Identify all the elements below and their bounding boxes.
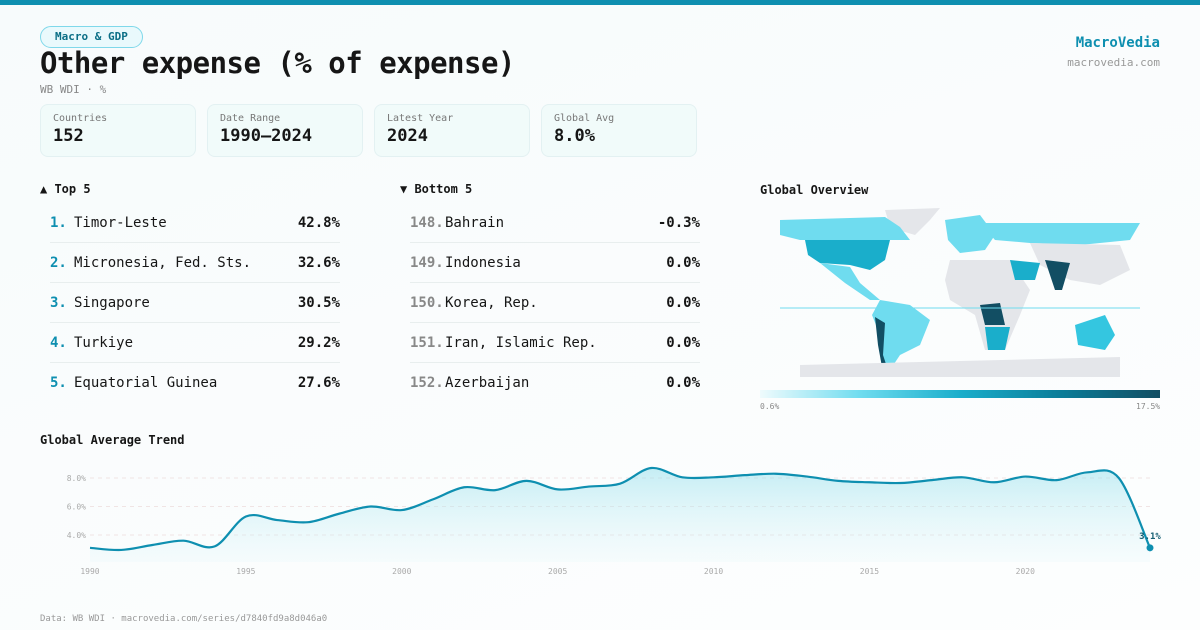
rank: 1. [50, 214, 67, 231]
value: 0.0% [666, 334, 700, 351]
map-australia[interactable] [1075, 315, 1115, 350]
country-name: Equatorial Guinea [74, 375, 218, 391]
stat-value: 2024 [387, 126, 428, 146]
map-canada[interactable] [780, 217, 910, 240]
map-middle-east[interactable] [1010, 260, 1040, 280]
legend-min: 0.6% [760, 402, 780, 411]
rank: 151. [410, 334, 444, 351]
list-item[interactable]: 151. Iran, Islamic Rep. 0.0% [410, 323, 700, 363]
country-name: Singapore [74, 294, 150, 311]
x-tick-label: 1990 [80, 567, 99, 576]
trend-line [89, 466, 1152, 552]
top5-list: 1. Timor-Leste 42.8% 2. Micronesia, Fed. Sts… [50, 203, 340, 403]
rank: 4. [50, 334, 67, 351]
map-india[interactable] [1045, 260, 1070, 290]
legend-max: 17.5% [1136, 402, 1161, 411]
value: 0.0% [666, 294, 700, 311]
world-map[interactable] [780, 205, 1140, 380]
country-name: Indonesia [445, 254, 521, 271]
stat-card-countries: Countries 152 [40, 104, 196, 157]
top-accent-bar [0, 0, 1200, 5]
value: 27.6% [297, 375, 340, 391]
map-title: Global Overview [760, 183, 869, 197]
stat-label: Countries [53, 113, 108, 124]
page-title: Other expense (% of expense) [40, 46, 515, 80]
value: -0.3% [657, 214, 700, 231]
stat-card-global-avg: Global Avg 8.0% [541, 104, 697, 157]
trend-area [90, 467, 1150, 562]
stat-label: Global Avg [554, 113, 615, 124]
brand-logo[interactable]: MacroVedia [1075, 35, 1160, 51]
x-tick-label: 2020 [1016, 567, 1035, 576]
x-tick-label: 2000 [392, 567, 411, 576]
stat-value: 1990–2024 [220, 126, 313, 146]
top5-title: ▲ Top 5 [40, 182, 91, 196]
y-tick-label: 4.0% [67, 531, 86, 540]
stat-card-latest-year: Latest Year 2024 [374, 104, 530, 157]
brand-url[interactable]: macrovedia.com [1067, 56, 1160, 69]
list-item[interactable]: 148. Bahrain -0.3% [410, 203, 700, 243]
trend-chart[interactable]: 4.0% 6.0% 8.0% 1990 1995 2000 2005 2010 2015 2020… [0, 450, 1200, 580]
map-usa[interactable] [805, 240, 890, 270]
rank: 3. [50, 294, 67, 311]
value: 32.6% [297, 254, 340, 271]
trend-title: Global Average Trend [40, 433, 185, 447]
x-tick-label: 1995 [236, 567, 255, 576]
map-europe[interactable] [945, 215, 995, 253]
value: 42.8% [297, 214, 340, 231]
stat-value: 8.0% [554, 126, 595, 146]
value: 30.5% [297, 294, 340, 311]
country-name: Timor-Leste [74, 214, 167, 231]
y-tick-label: 8.0% [67, 474, 86, 483]
country-name: Bahrain [445, 214, 505, 231]
y-tick-label: 6.0% [67, 503, 86, 512]
rank: 152. [410, 375, 444, 391]
list-item[interactable]: 150. Korea, Rep. 0.0% [410, 283, 700, 323]
stat-card-date-range: Date Range 1990–2024 [207, 104, 363, 157]
footer-source: Data: WB WDI · macrovedia.com/series/d78… [40, 614, 328, 624]
map-andes[interactable] [875, 317, 888, 370]
country-name: Turkiye [74, 334, 134, 351]
data-point[interactable] [1146, 544, 1154, 552]
country-name: Iran, Islamic Rep. [445, 334, 597, 351]
map-russia[interactable] [980, 223, 1140, 245]
list-item[interactable]: 149. Indonesia 0.0% [410, 243, 700, 283]
x-tick-label: 2015 [860, 567, 879, 576]
bottom5-list: 148. Bahrain -0.3% 149. Indonesia 0.0% 150. Kor… [410, 203, 700, 403]
bottom5-title: ▼ Bottom 5 [400, 182, 473, 196]
map-asia[interactable] [1030, 243, 1130, 285]
list-item[interactable]: 4. Turkiye 29.2% [50, 323, 340, 363]
value: 0.0% [666, 254, 700, 271]
list-item[interactable]: 2. Micronesia, Fed. Sts. 32.6% [50, 243, 340, 283]
category-badge[interactable]: Macro & GDP [40, 26, 143, 48]
country-name: Micronesia, Fed. Sts. [74, 254, 252, 271]
list-item[interactable]: 5. Equatorial Guinea 27.6% [50, 363, 340, 403]
map-mexico-central[interactable] [820, 263, 880, 300]
stat-value: 152 [53, 126, 84, 146]
x-tick-label: 2005 [548, 567, 567, 576]
stat-label: Latest Year [387, 113, 454, 124]
list-item[interactable]: 152. Azerbaijan 0.0% [410, 363, 700, 403]
rank: 148. [410, 214, 444, 231]
map-southern-africa[interactable] [985, 327, 1010, 350]
rank: 150. [410, 294, 444, 311]
value: 0.0% [666, 375, 700, 391]
value: 29.2% [297, 334, 340, 351]
x-tick-label: 2010 [704, 567, 723, 576]
country-name: Korea, Rep. [445, 294, 538, 311]
list-item[interactable]: 3. Singapore 30.5% [50, 283, 340, 323]
list-item[interactable]: 1. Timor-Leste 42.8% [50, 203, 340, 243]
last-value-label: 3.1% [1139, 532, 1161, 542]
rank: 5. [50, 375, 67, 391]
country-name: Azerbaijan [445, 375, 530, 391]
rank: 149. [410, 254, 444, 271]
map-legend-gradient [760, 390, 1160, 398]
stat-label: Date Range [220, 113, 281, 124]
map-antarctica[interactable] [800, 357, 1120, 377]
map-south-america[interactable] [872, 300, 930, 370]
rank: 2. [50, 254, 67, 271]
page-subtitle: WB WDI · % [40, 83, 107, 96]
